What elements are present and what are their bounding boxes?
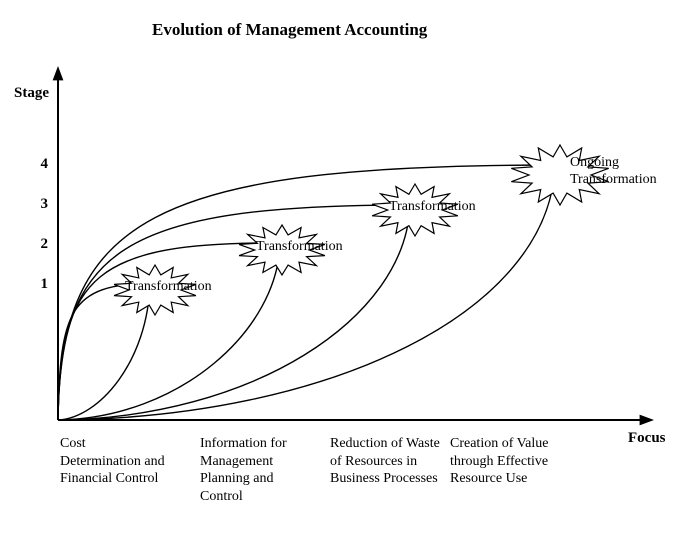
- y-axis-label: Stage: [14, 85, 49, 102]
- y-tick-label: 2: [28, 236, 48, 253]
- diagram-canvas: Evolution of Management Accounting Stage…: [0, 0, 680, 535]
- transformation-label: Transformation: [125, 279, 212, 295]
- focus-category-label: Information for Management Planning and …: [200, 435, 310, 505]
- y-tick-label: 1: [28, 276, 48, 293]
- transformation-label: OngoingTransformation: [570, 155, 657, 189]
- x-axis-label: Focus: [628, 430, 666, 447]
- focus-category-label: Cost Determination and Financial Control: [60, 435, 170, 488]
- focus-category-label: Reduction of Waste of Resources in Busin…: [330, 435, 450, 488]
- transformation-label: Transformation: [256, 239, 343, 255]
- focus-category-label: Creation of Value through Effective Reso…: [450, 435, 590, 488]
- transformation-label: Transformation: [389, 199, 476, 215]
- y-tick-label: 3: [28, 196, 48, 213]
- y-tick-label: 4: [28, 156, 48, 173]
